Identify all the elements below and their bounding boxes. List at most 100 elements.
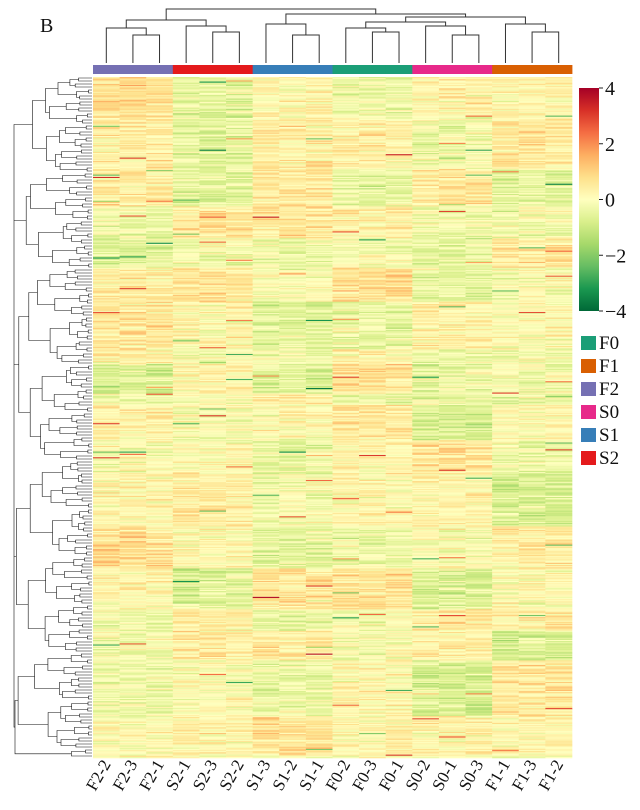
heatmap-cell <box>146 80 174 82</box>
heatmap-cell <box>226 467 253 469</box>
heatmap-cell <box>172 89 200 91</box>
heatmap-cell <box>252 398 280 400</box>
heatmap-cell <box>279 416 307 418</box>
heatmap-cell <box>226 731 253 734</box>
heatmap-cell <box>93 352 120 355</box>
heatmap-cell <box>226 713 253 716</box>
heatmap-cell <box>252 554 280 557</box>
heatmap-column-S1-1 <box>305 77 333 759</box>
heatmap-cell <box>93 531 120 533</box>
heatmap-cell <box>146 266 174 268</box>
heatmap-cell <box>146 549 174 551</box>
heatmap-cell <box>226 586 253 589</box>
heatmap-cell <box>146 376 174 379</box>
heatmap-cell <box>93 338 120 340</box>
heatmap-cell <box>252 596 280 599</box>
heatmap-cell <box>199 326 227 329</box>
heatmap-cell <box>226 577 253 579</box>
heatmap-cell <box>226 146 253 148</box>
heatmap-cell <box>279 639 307 642</box>
heatmap-cell <box>172 452 200 455</box>
heatmap-cell <box>279 467 307 469</box>
heatmap-cell <box>93 542 120 544</box>
dendro-link <box>265 23 307 63</box>
heatmap-cell <box>172 702 200 704</box>
heatmap-cell <box>279 518 307 520</box>
heatmap-cell <box>172 181 200 183</box>
heatmap-cell <box>119 131 147 133</box>
heatmap-cell <box>226 399 253 401</box>
heatmap-cell <box>146 171 174 173</box>
heatmap-cell <box>119 83 147 86</box>
heatmap-cell <box>93 747 120 750</box>
heatmap-cell <box>172 486 200 489</box>
heatmap-cell <box>199 174 227 177</box>
heatmap-cell <box>119 174 147 177</box>
heatmap-cell <box>146 708 174 710</box>
heatmap-cell <box>226 223 253 225</box>
heatmap-cell <box>252 474 280 476</box>
heatmap-cell <box>172 402 200 405</box>
heatmap-cell <box>199 508 227 510</box>
heatmap-cell <box>252 434 280 436</box>
heatmap-cell <box>172 670 200 673</box>
heatmap-cell <box>146 330 174 332</box>
heatmap-cell <box>119 460 147 463</box>
heatmap-cell <box>279 546 307 549</box>
heatmap-cell <box>172 88 200 90</box>
heatmap-cell <box>252 429 280 432</box>
heatmap-cell <box>279 243 307 246</box>
heatmap-cell <box>172 508 200 510</box>
heatmap-cell <box>199 569 227 572</box>
heatmap-cell <box>279 395 307 398</box>
heatmap-cell <box>305 154 333 156</box>
heatmap-cell <box>199 369 227 372</box>
heatmap-cell <box>279 740 307 743</box>
heatmap-cell <box>199 131 227 133</box>
heatmap-cell <box>93 646 120 649</box>
heatmap-cell <box>199 591 227 593</box>
heatmap-cell <box>199 635 227 637</box>
heatmap-cell <box>119 655 147 658</box>
heatmap-cell <box>226 462 253 465</box>
heatmap-cell <box>146 527 174 530</box>
heatmap-cell <box>279 399 307 401</box>
heatmap-cell <box>226 185 253 188</box>
heatmap-cell <box>172 730 200 733</box>
heatmap-cell <box>119 500 147 502</box>
heatmap-cell <box>172 405 200 407</box>
heatmap-cell <box>146 233 174 236</box>
heatmap-cell <box>146 710 174 712</box>
heatmap-cell <box>252 283 280 286</box>
heatmap-cell <box>93 269 120 272</box>
heatmap-cell <box>279 342 307 345</box>
heatmap-cell <box>146 286 174 289</box>
heatmap-cell <box>172 132 200 135</box>
heatmap-cell <box>252 284 280 287</box>
heatmap-cell <box>93 612 120 615</box>
heatmap-cell <box>119 352 147 355</box>
heatmap-cell <box>226 562 253 565</box>
heatmap-cell <box>146 82 174 85</box>
heatmap-cell <box>93 527 120 530</box>
heatmap-cell <box>226 81 253 83</box>
heatmap-cell <box>93 479 120 482</box>
heatmap-cell <box>199 284 227 287</box>
heatmap-cell <box>93 398 120 400</box>
heatmap-cell <box>146 579 174 582</box>
heatmap-cell <box>146 634 174 636</box>
heatmap-cell <box>279 594 307 596</box>
heatmap-cell <box>172 375 200 377</box>
heatmap-cell <box>146 107 174 110</box>
heatmap-cell <box>252 94 280 96</box>
heatmap-cell <box>119 116 147 119</box>
heatmap-cell <box>93 249 120 251</box>
heatmap-cell <box>252 251 280 254</box>
heatmap-cell <box>172 143 200 146</box>
heatmap-cell <box>93 405 120 407</box>
heatmap-cell <box>252 397 280 399</box>
heatmap-cell <box>252 99 280 102</box>
heatmap-cell <box>119 323 147 325</box>
heatmap-cell <box>146 139 174 141</box>
heatmap-cell <box>252 91 280 94</box>
